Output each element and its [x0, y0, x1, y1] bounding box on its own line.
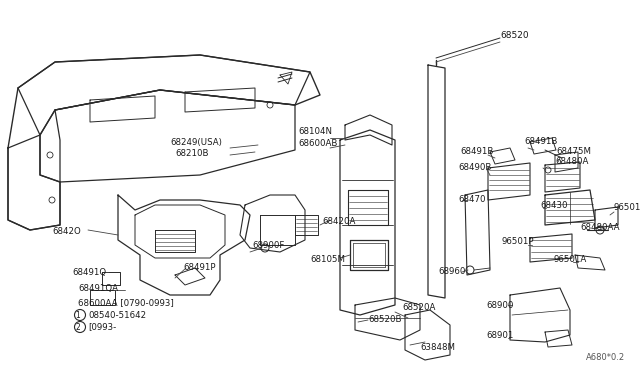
Text: 1: 1: [76, 311, 81, 320]
Text: 96501: 96501: [613, 203, 640, 212]
Text: 68520A: 68520A: [402, 304, 435, 312]
Text: 68470: 68470: [458, 196, 486, 205]
Text: A680*0.2: A680*0.2: [586, 353, 625, 362]
Text: 68600AB: 68600AB: [298, 138, 337, 148]
Text: 68490B: 68490B: [458, 164, 492, 173]
Text: 68104N: 68104N: [298, 128, 332, 137]
Text: 68491B: 68491B: [524, 138, 557, 147]
Text: 96501P: 96501P: [502, 237, 534, 247]
Text: 68900F: 68900F: [252, 241, 284, 250]
Text: 68210B: 68210B: [175, 148, 209, 157]
Text: 68430: 68430: [540, 201, 568, 209]
Text: 68520B: 68520B: [368, 315, 401, 324]
Text: 68480A: 68480A: [555, 157, 588, 167]
Text: 96501A: 96501A: [554, 256, 588, 264]
Text: 63848M: 63848M: [420, 343, 455, 353]
Text: 68475M: 68475M: [556, 148, 591, 157]
Text: 68249(USA): 68249(USA): [170, 138, 222, 148]
Text: [0993-: [0993-: [88, 323, 116, 331]
Text: 2: 2: [76, 323, 81, 331]
Text: 08540-51642: 08540-51642: [88, 311, 146, 320]
Text: 68105M: 68105M: [310, 256, 345, 264]
Text: 68901: 68901: [486, 330, 513, 340]
Text: 68491QA: 68491QA: [78, 285, 118, 294]
Text: 68491B: 68491B: [460, 148, 493, 157]
Text: 68491Q: 68491Q: [72, 267, 106, 276]
Text: 68420A: 68420A: [322, 218, 355, 227]
Text: 68520: 68520: [500, 31, 529, 39]
Text: 68960: 68960: [438, 267, 465, 276]
Text: 68491P: 68491P: [183, 263, 216, 272]
Text: 6842O: 6842O: [52, 228, 81, 237]
Text: 68600AA [0790-0993]: 68600AA [0790-0993]: [78, 298, 173, 308]
Text: 68480AA: 68480AA: [580, 224, 620, 232]
Text: 68900: 68900: [486, 301, 513, 310]
